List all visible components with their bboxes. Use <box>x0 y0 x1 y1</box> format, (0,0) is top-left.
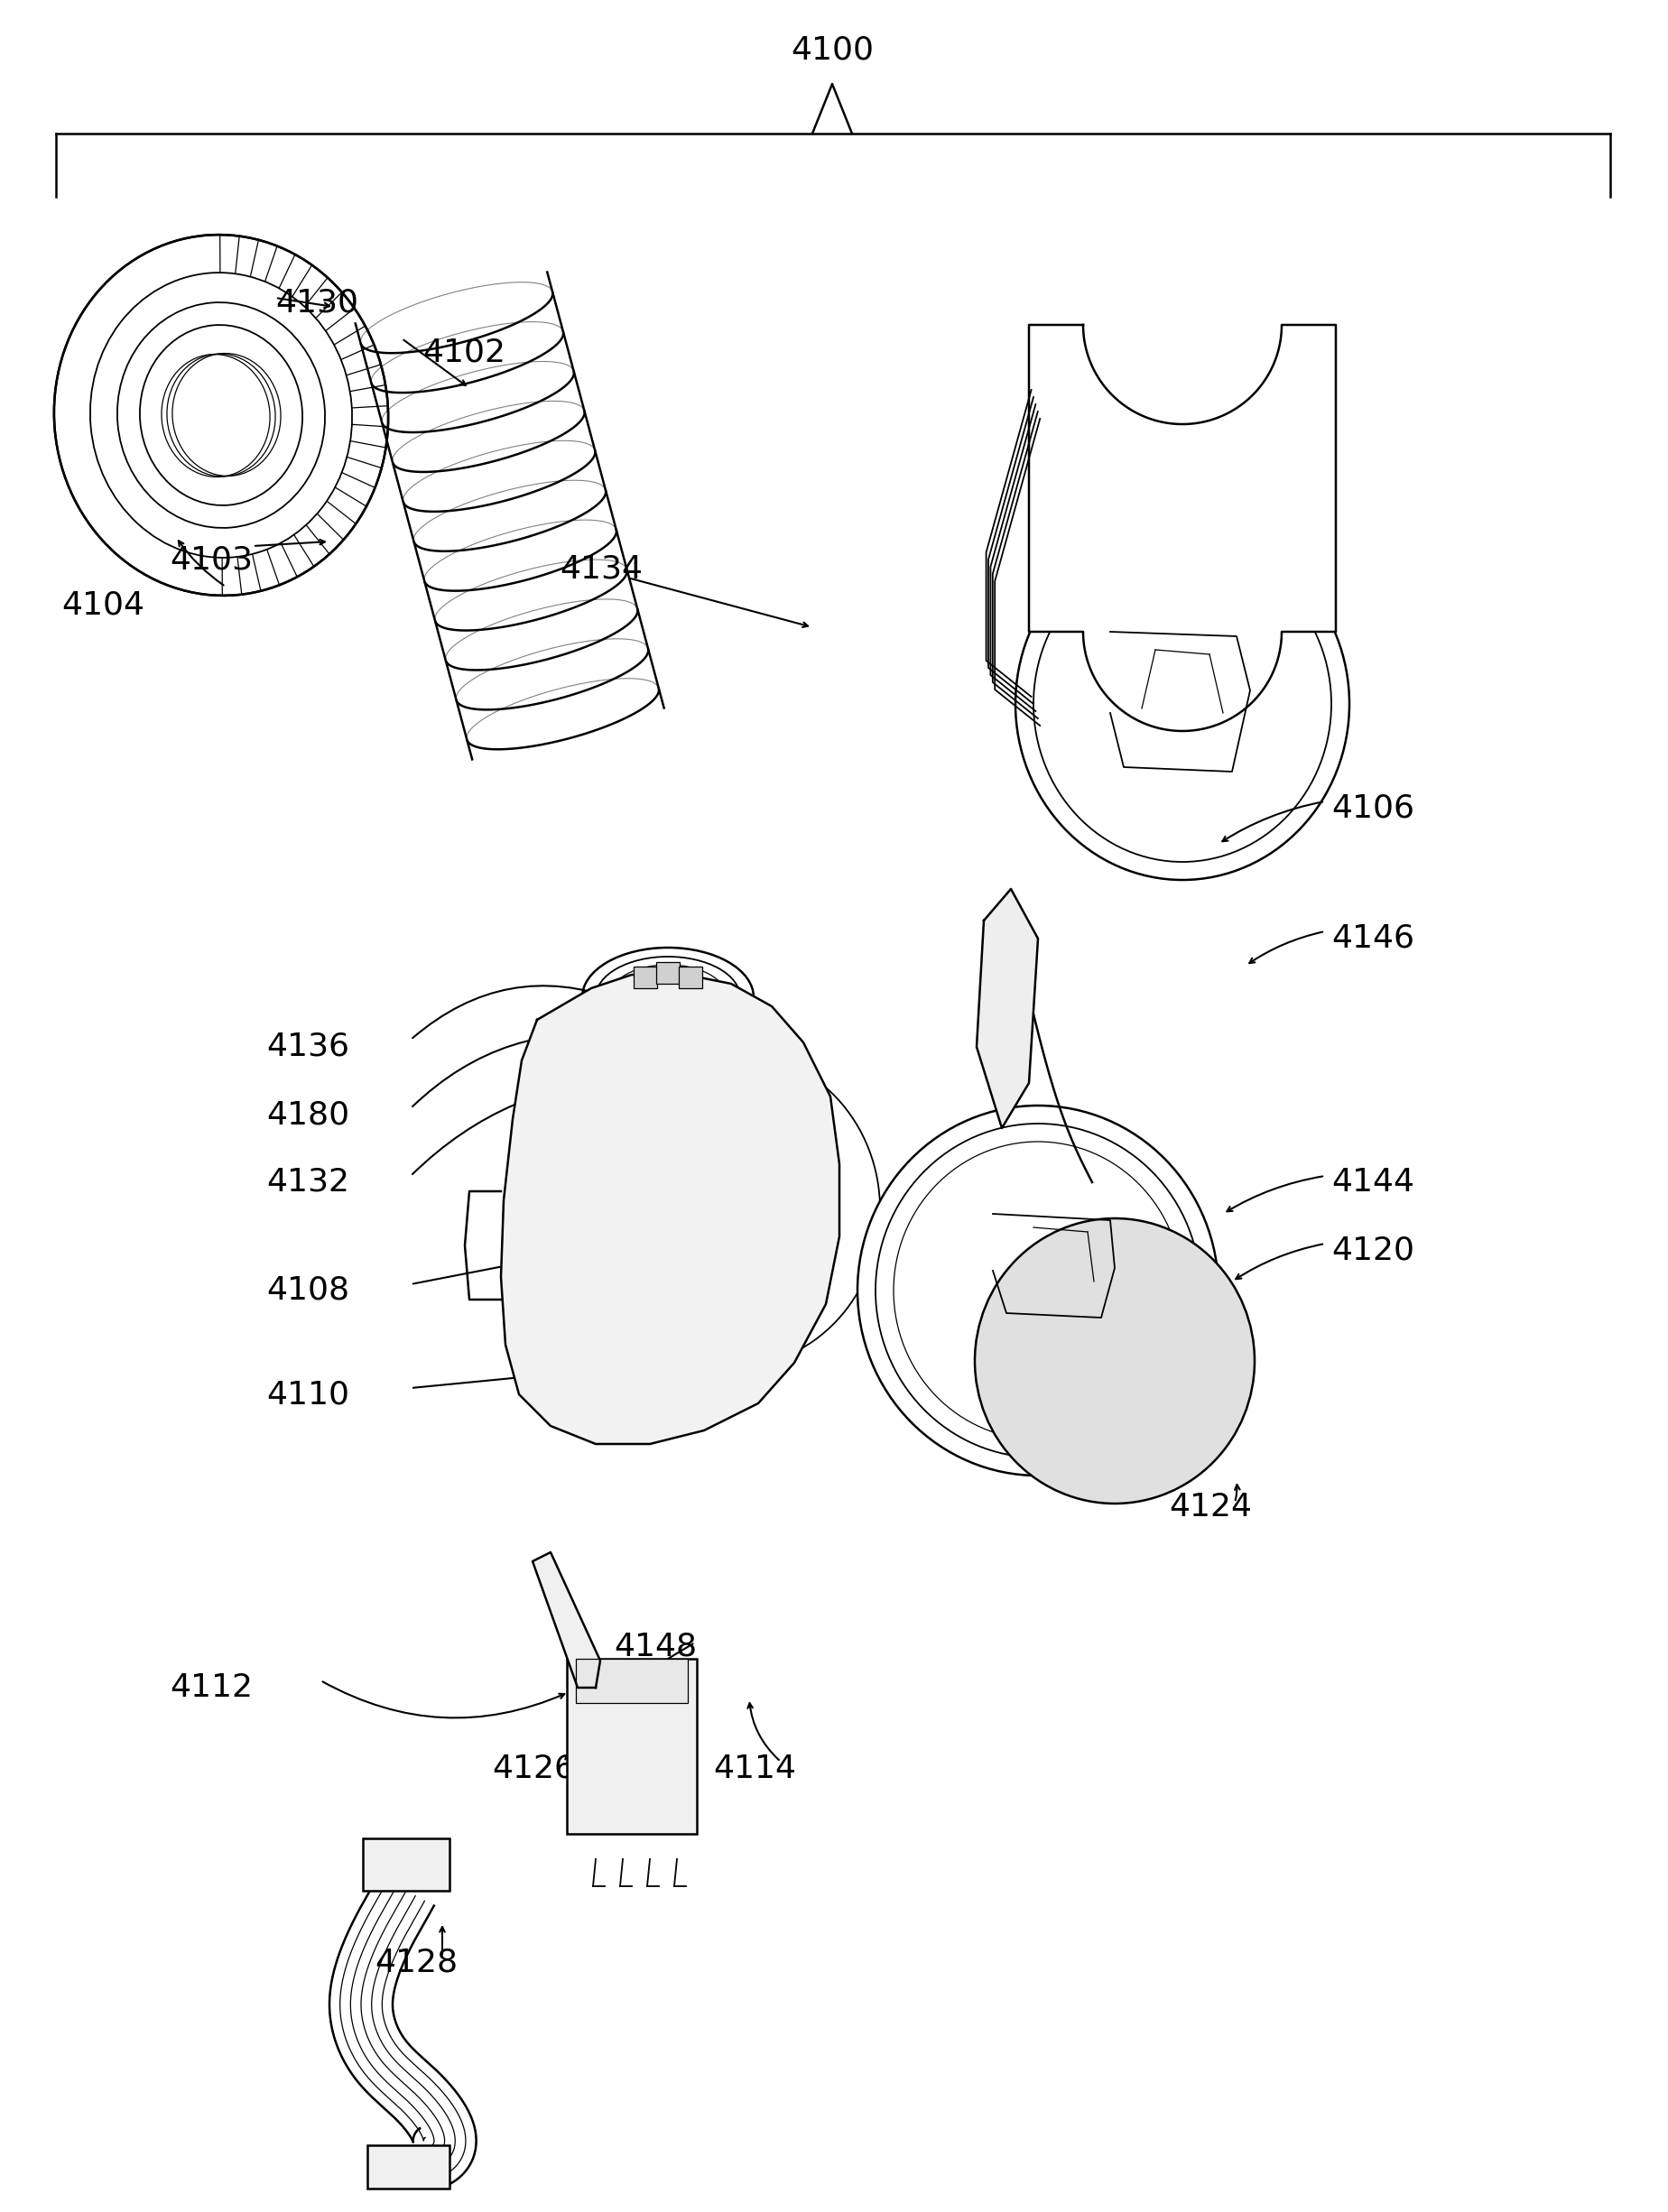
Text: 4130: 4130 <box>275 288 359 319</box>
FancyBboxPatch shape <box>567 1659 697 1834</box>
Ellipse shape <box>974 1219 1254 1504</box>
FancyBboxPatch shape <box>362 1838 449 1891</box>
Ellipse shape <box>1014 529 1349 880</box>
Text: 4144: 4144 <box>1331 1168 1413 1197</box>
Text: 4100: 4100 <box>791 35 874 64</box>
Text: 4110: 4110 <box>267 1378 349 1409</box>
Text: 4124: 4124 <box>1168 1491 1251 1522</box>
Polygon shape <box>500 975 839 1444</box>
Polygon shape <box>532 1553 600 1688</box>
Text: 4180: 4180 <box>267 1099 349 1130</box>
Text: 4102: 4102 <box>422 336 505 367</box>
FancyBboxPatch shape <box>634 967 657 989</box>
Ellipse shape <box>857 1106 1218 1475</box>
Text: 4134: 4134 <box>559 553 642 584</box>
Text: 4114: 4114 <box>712 1754 796 1785</box>
Polygon shape <box>976 889 1037 1128</box>
Text: 4136: 4136 <box>267 1031 349 1062</box>
Text: 4106: 4106 <box>1331 792 1413 823</box>
FancyBboxPatch shape <box>575 1659 687 1703</box>
Ellipse shape <box>53 234 389 595</box>
Text: 4128: 4128 <box>374 1947 457 1978</box>
Text: 4148: 4148 <box>614 1632 697 1663</box>
Text: 4103: 4103 <box>170 544 252 575</box>
FancyBboxPatch shape <box>656 962 679 984</box>
Polygon shape <box>1029 325 1334 730</box>
Text: 4132: 4132 <box>267 1168 349 1197</box>
Text: 4126: 4126 <box>492 1754 575 1785</box>
Text: 4108: 4108 <box>267 1274 349 1305</box>
Text: 4112: 4112 <box>170 1672 252 1703</box>
Ellipse shape <box>582 1051 879 1367</box>
FancyBboxPatch shape <box>679 967 702 989</box>
FancyBboxPatch shape <box>367 2146 449 2188</box>
Ellipse shape <box>582 947 754 1046</box>
Text: 4104: 4104 <box>62 588 145 619</box>
Text: 4120: 4120 <box>1331 1234 1413 1265</box>
Text: 4146: 4146 <box>1331 922 1413 953</box>
